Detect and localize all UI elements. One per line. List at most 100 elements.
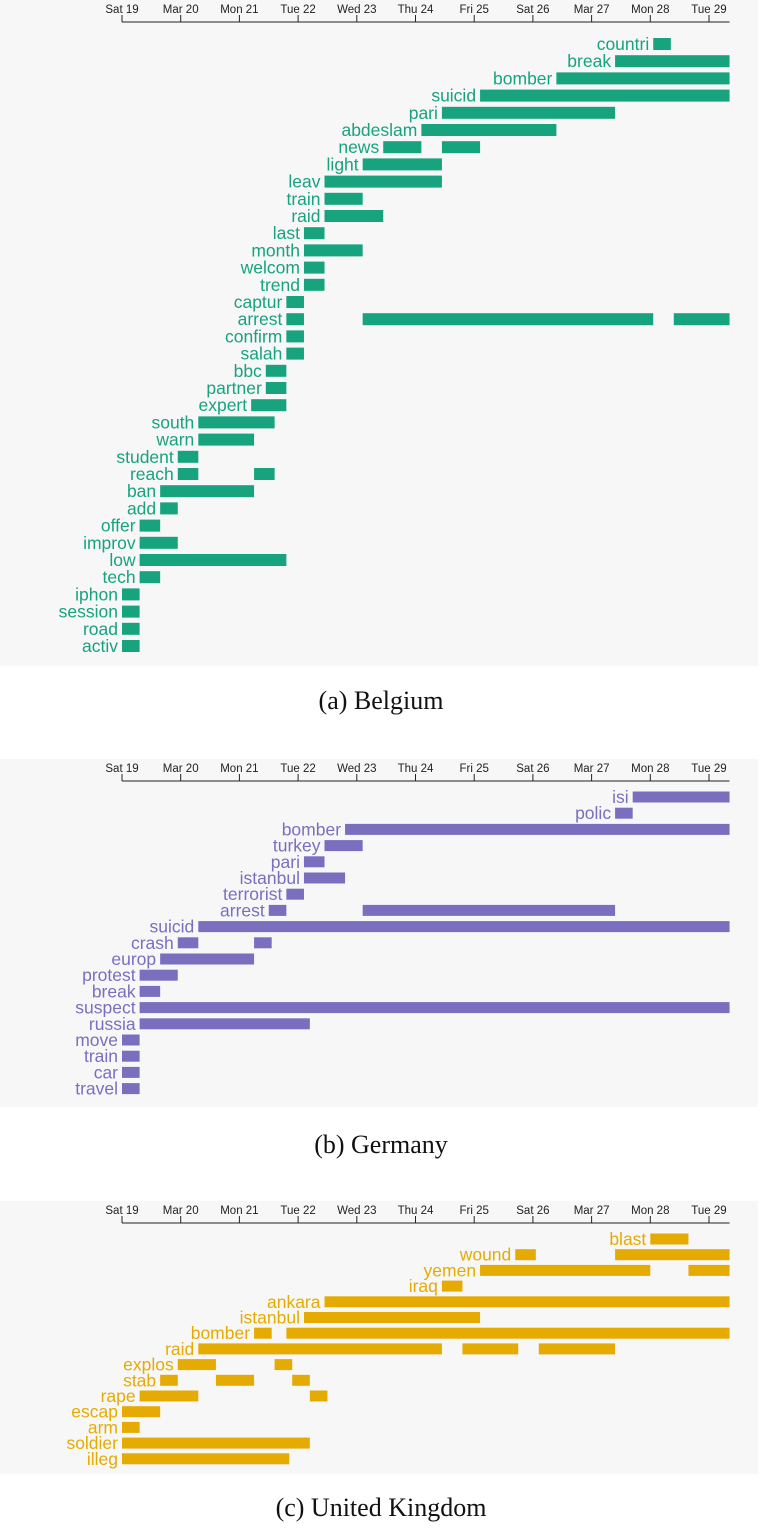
term-bar (139, 1018, 310, 1030)
x-tick-label: Mon 28 (631, 763, 669, 775)
x-tick-label: Mar 27 (574, 763, 610, 775)
x-tick-label: Sat 19 (105, 1205, 138, 1217)
term-bar (122, 640, 140, 652)
term-label: europ (111, 949, 156, 969)
term-bar (139, 554, 287, 566)
term-bar (480, 1264, 651, 1276)
term-bar (254, 1327, 272, 1339)
term-bar (615, 807, 633, 819)
term-label: captur (234, 292, 283, 312)
term-bar (139, 536, 178, 549)
term-bar (122, 1083, 140, 1095)
term-label: wound (459, 1245, 512, 1265)
term-bar (268, 904, 287, 916)
x-tick-label: Mon 28 (631, 1205, 669, 1217)
term-label: isi (612, 787, 629, 807)
term-label: bomber (493, 68, 553, 88)
term-label: reach (130, 464, 174, 484)
term-bar (177, 937, 199, 949)
term-label: escap (71, 1402, 118, 1422)
x-tick-label: Mar 20 (163, 763, 199, 775)
term-label: crash (131, 933, 174, 953)
term-label: travel (75, 1079, 118, 1099)
x-tick-label: Mar 20 (163, 4, 199, 16)
x-tick-label: Tue 22 (280, 4, 315, 16)
term-label: road (83, 619, 118, 639)
term-label: turkey (273, 836, 321, 856)
x-tick-label: Mar 27 (574, 4, 610, 16)
term-bar (160, 502, 178, 515)
term-bar (265, 364, 287, 377)
term-label: ban (127, 481, 156, 501)
term-bar (462, 1343, 519, 1355)
term-label: yemen (424, 1260, 477, 1280)
term-bar (673, 313, 730, 326)
x-tick-label: Thu 24 (398, 763, 434, 775)
term-label: protest (82, 965, 136, 985)
term-label: improv (83, 533, 136, 553)
term-bar (215, 1374, 255, 1386)
term-bar (139, 571, 161, 584)
term-bar (632, 791, 730, 803)
term-label: session (59, 602, 118, 622)
term-bar (286, 296, 304, 308)
term-bar (538, 1343, 616, 1355)
x-tick-label: Mar 20 (163, 1205, 199, 1217)
term-bar (122, 622, 140, 635)
term-label: activ (82, 636, 118, 656)
term-label: pari (409, 103, 438, 123)
term-label: polic (575, 803, 611, 823)
chart-germany: Sat 19 Mar 20 Mon 21 Tue 22 Wed 23 Thu 24 Fri … (75, 763, 730, 1099)
x-tick-label: Sat 19 (105, 4, 138, 16)
caption-germany: (b) Germany (314, 1130, 448, 1159)
term-label: break (92, 981, 136, 1001)
panel-germany: Sat 19 Mar 20 Mon 21 Tue 22 Wed 23 Thu 24 Fri … (0, 759, 758, 1107)
term-bar (480, 89, 730, 102)
term-bar (198, 433, 255, 446)
term-bar (122, 605, 140, 618)
term-label: warn (155, 430, 194, 450)
term-label: welcom (240, 258, 300, 278)
x-tick-label: Wed 23 (337, 763, 376, 775)
term-bar (324, 175, 442, 188)
term-bar (650, 1233, 689, 1245)
term-label: light (327, 154, 359, 174)
term-bar (274, 1359, 293, 1371)
term-bar (383, 141, 422, 154)
term-label: countri (597, 34, 650, 54)
term-bar (515, 1249, 536, 1261)
term-label: bomber (191, 1323, 251, 1343)
caption-united-kingdom: (c) United Kingdom (275, 1493, 487, 1522)
term-bar (160, 953, 255, 965)
x-tick-label: Sat 26 (516, 763, 549, 775)
term-label: istanbul (240, 1308, 300, 1328)
term-bar (160, 485, 255, 498)
term-label: raid (291, 206, 320, 226)
x-tick-label: Mon 21 (220, 763, 258, 775)
term-bar (139, 985, 161, 997)
term-bar (362, 158, 442, 171)
term-label: student (116, 447, 174, 467)
x-tick-label: Thu 24 (398, 1205, 434, 1217)
term-bar (177, 450, 199, 463)
term-bar (286, 888, 304, 900)
term-bar (122, 1453, 290, 1465)
x-tick-label: Sat 26 (516, 1205, 549, 1217)
term-label: train (286, 189, 320, 209)
x-tick-label: Wed 23 (337, 1205, 376, 1217)
term-bar (441, 106, 616, 119)
term-bar (653, 38, 671, 50)
term-bar (251, 399, 287, 412)
term-label: abdeslam (341, 120, 417, 140)
term-bar (254, 937, 272, 949)
term-label: iraq (409, 1276, 438, 1296)
term-bar (441, 1280, 463, 1292)
x-tick-label: Sat 19 (105, 763, 138, 775)
term-label: tech (103, 567, 136, 587)
term-label: news (338, 137, 379, 157)
term-label: ankara (267, 1292, 321, 1312)
x-tick-label: Tue 29 (691, 763, 726, 775)
term-bar (303, 244, 363, 257)
x-tick-label: Mon 21 (220, 1205, 258, 1217)
term-bar (122, 1050, 140, 1062)
